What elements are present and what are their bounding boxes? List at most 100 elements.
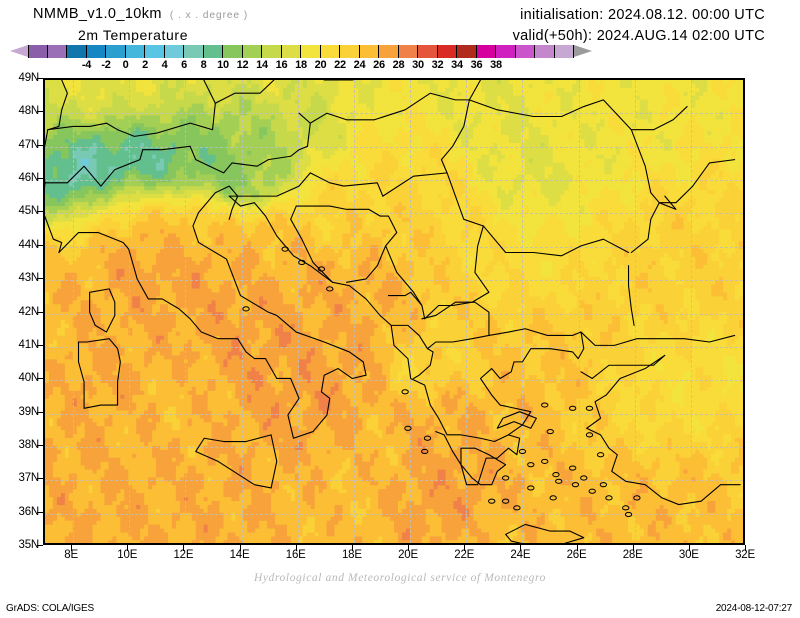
variable-title: 2m Temperature: [78, 27, 188, 43]
latitude-tick-mark: [37, 478, 43, 480]
gridline-meridian: [466, 80, 468, 543]
longitude-tick-label: 26E: [567, 549, 587, 561]
colorbar-band: [281, 45, 301, 58]
map-plot-area[interactable]: [43, 78, 745, 545]
gridline-meridian: [185, 80, 187, 543]
colorbar-tick-label: 10: [217, 59, 229, 71]
colorbar-band: [203, 45, 223, 58]
latitude-tick-label: 44N: [19, 239, 40, 251]
colorbar-band: [379, 45, 399, 58]
valid-time: valid(+50h): 2024.AUG.14 02:00 UTC: [513, 26, 765, 47]
longitude-tick-mark: [632, 545, 634, 551]
colorbar-band: [437, 45, 457, 58]
latitude-tick-label: 46N: [19, 172, 40, 184]
colorbar-band: [164, 45, 184, 58]
colorbar-tick-label: 24: [354, 59, 366, 71]
latitude-tick-mark: [37, 278, 43, 280]
gridline-parallel: [45, 180, 743, 182]
colorbar-tick-label: 2: [142, 59, 148, 71]
colorbar-tick-label: 16: [276, 59, 288, 71]
longitude-tick-mark: [239, 545, 241, 551]
latitude-tick-label: 35N: [19, 539, 40, 551]
colorbar-band: [106, 45, 126, 58]
gridline-parallel: [45, 146, 743, 148]
longitude-tick-label: 8E: [64, 549, 78, 561]
gridline-parallel: [45, 480, 743, 482]
latitude-tick-mark: [37, 211, 43, 213]
colorbar-band: [223, 45, 243, 58]
gridline-meridian: [353, 80, 355, 543]
longitude-tick-mark: [464, 545, 466, 551]
model-name: NMMB_v1.0_10km: [33, 6, 162, 22]
latitude-tick-mark: [37, 78, 43, 79]
colorbar-band: [398, 45, 418, 58]
latitude-tick-label: 38N: [19, 439, 40, 451]
gridline-parallel: [45, 213, 743, 215]
model-units-note: ( . x . degree ): [170, 10, 248, 21]
colorbar-tick-label: 6: [181, 59, 187, 71]
gridline-parallel: [45, 446, 743, 448]
gridline-parallel: [45, 413, 743, 415]
longitude-tick-mark: [576, 545, 578, 551]
colorbar-band: [145, 45, 165, 58]
colorbar-band: [86, 45, 106, 58]
gridline-meridian: [410, 80, 412, 543]
colorbar-tick-label: 32: [432, 59, 444, 71]
gridline-meridian: [241, 80, 243, 543]
colorbar-tick-label: 4: [162, 59, 168, 71]
colorbar-tick-label: -2: [101, 59, 110, 71]
colorbar-band: [418, 45, 438, 58]
longitude-tick-mark: [295, 545, 297, 551]
agency-credit: Hydrological and Meteorological service …: [0, 572, 800, 584]
longitude-tick-label: 16E: [286, 549, 306, 561]
gridline-parallel: [45, 380, 743, 382]
colorbar-tick-label: 18: [295, 59, 307, 71]
colorbar-band: [515, 45, 535, 58]
gridline-meridian: [73, 80, 75, 543]
latitude-tick-label: 45N: [19, 205, 40, 217]
longitude-tick-mark: [351, 545, 353, 551]
initialisation-time: initialisation: 2024.08.12. 00:00 UTC: [513, 5, 765, 26]
longitude-tick-label: 14E: [230, 549, 250, 561]
longitude-tick-mark: [745, 545, 746, 551]
latitude-tick-mark: [37, 545, 43, 546]
colorbar-band: [125, 45, 145, 58]
longitude-tick-mark: [127, 545, 129, 551]
gridline-parallel: [45, 513, 743, 515]
colorbar-tick-label: 14: [256, 59, 268, 71]
longitude-tick-label: 32E: [735, 549, 755, 561]
longitude-tick-label: 22E: [454, 549, 474, 561]
gridline-meridian: [634, 80, 636, 543]
colorbar-tick-label: -4: [82, 59, 91, 71]
colorbar-band: [476, 45, 496, 58]
gridline-parallel: [45, 246, 743, 248]
colorbar-band: [262, 45, 282, 58]
latitude-tick-label: 43N: [19, 272, 40, 284]
colorbar-band: [242, 45, 262, 58]
gridline-meridian: [129, 80, 131, 543]
colorbar-tick-label: 0: [123, 59, 129, 71]
latitude-tick-mark: [37, 444, 43, 446]
colorbar-tick-label: 12: [237, 59, 249, 71]
gridline-meridian: [690, 80, 692, 543]
colorbar-over-arrow: [574, 45, 592, 57]
latitude-tick-mark: [37, 378, 43, 380]
colorbar-tick-label: 20: [315, 59, 327, 71]
generation-timestamp: 2024-08-12-07:27: [716, 603, 793, 614]
latitude-tick-mark: [37, 411, 43, 413]
colorbar-band: [320, 45, 340, 58]
colorbar-tick-label: 22: [334, 59, 346, 71]
latitude-tick-label: 47N: [19, 139, 40, 151]
latitude-tick-mark: [37, 244, 43, 246]
gridline-meridian: [578, 80, 580, 543]
colorbar-tick-label: 34: [451, 59, 463, 71]
latitude-tick-label: 37N: [19, 472, 40, 484]
latitude-tick-mark: [37, 344, 43, 346]
longitude-tick-label: 24E: [510, 549, 530, 561]
longitude-tick-label: 18E: [342, 549, 362, 561]
grads-engine-label: GrADS: COLA/IGES: [6, 603, 94, 614]
longitude-tick-label: 12E: [173, 549, 193, 561]
colorbar-band: [496, 45, 516, 58]
colorbar-band: [184, 45, 204, 58]
